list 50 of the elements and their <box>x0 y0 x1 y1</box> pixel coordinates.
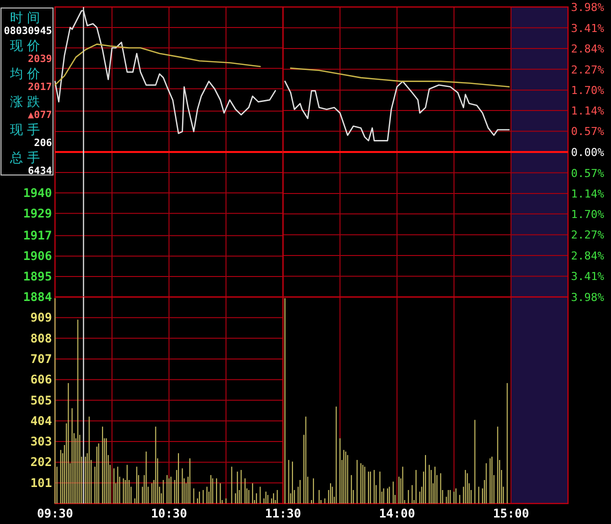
y-tick-label: 1.14% <box>571 104 604 118</box>
y-tick-label: 1940 <box>23 186 52 200</box>
y-tick-label: 2.27% <box>571 63 604 76</box>
text: 均价 <box>9 67 44 82</box>
text: 6434 <box>28 166 52 177</box>
y-tick-label: 404 <box>30 414 52 428</box>
y-tick-label: 1906 <box>23 249 52 264</box>
y-tick-label: 505 <box>30 393 52 408</box>
text: 2017 <box>28 82 52 93</box>
y-tick-label: 2.27% <box>571 228 604 242</box>
text: 涨跌 <box>10 95 44 110</box>
text: 现手 <box>10 123 44 138</box>
y-tick-label: 707 <box>30 352 52 366</box>
y-tick-label: 3.41% <box>571 270 604 284</box>
y-tick-label: 1884 <box>23 290 52 304</box>
y-tick-label: 303 <box>30 434 52 449</box>
x-tick-label: 09:30 <box>36 506 74 520</box>
y-tick-label: 3.98% <box>571 291 604 304</box>
y-tick-label: 1.70% <box>571 208 604 221</box>
text: 206 <box>34 138 52 149</box>
line-series <box>290 68 510 88</box>
y-tick-label: 0.00% <box>571 146 604 159</box>
y-tick-label: 2.84% <box>571 42 604 56</box>
y-tick-label: 1.14% <box>571 188 604 201</box>
y-tick-label: 1917 <box>23 228 52 243</box>
y-tick-label: 0.57% <box>571 166 604 180</box>
y-tick-label: 101 <box>30 476 52 490</box>
y-tick-label: 909 <box>30 310 52 325</box>
y-tick-label: 808 <box>30 331 52 346</box>
text: 总手 <box>9 151 44 166</box>
y-tick-label: 606 <box>30 372 52 387</box>
text: 08030945 <box>4 26 52 37</box>
y-tick-label: 1929 <box>23 206 52 220</box>
text: ▲077 <box>28 110 52 121</box>
x-tick-label: 14:00 <box>378 506 416 520</box>
line-series <box>54 44 261 86</box>
x-tick-label: 11:30 <box>264 506 302 520</box>
y-tick-label: 2.84% <box>571 249 604 262</box>
line-series <box>284 80 510 142</box>
text: 现价 <box>10 39 44 54</box>
x-tick-label: 10:30 <box>150 506 188 520</box>
y-tick-label: 3.98% <box>571 1 604 14</box>
text: 2039 <box>28 54 52 65</box>
y-tick-label: 3.41% <box>571 22 604 35</box>
y-tick-label: 1.70% <box>571 84 604 98</box>
y-tick-label: 1895 <box>23 270 52 284</box>
y-tick-label: 202 <box>30 455 52 470</box>
x-tick-label: 15:00 <box>492 506 530 520</box>
y-tick-label: 0.57% <box>571 125 604 138</box>
text: 时间 <box>10 11 44 26</box>
